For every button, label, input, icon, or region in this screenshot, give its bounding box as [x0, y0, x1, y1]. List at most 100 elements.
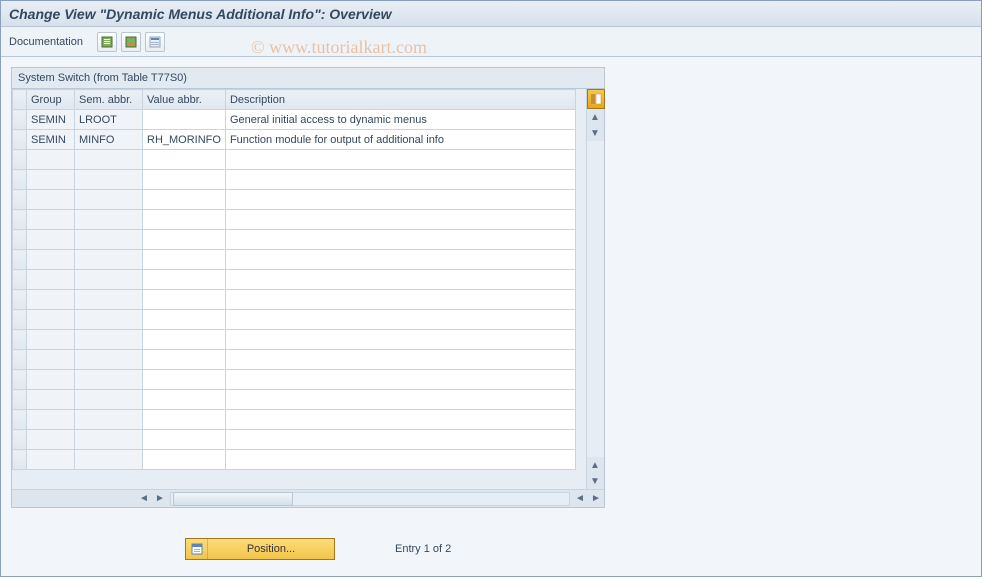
cell-group[interactable]: [27, 390, 75, 410]
vscroll-track[interactable]: [587, 141, 604, 457]
hscroll-right-icon[interactable]: ►: [152, 491, 168, 507]
cell-sem-abbr[interactable]: [75, 270, 143, 290]
row-selector[interactable]: [13, 270, 27, 290]
cell-group[interactable]: [27, 350, 75, 370]
table-row[interactable]: [13, 290, 576, 310]
cell-sem-abbr[interactable]: [75, 370, 143, 390]
cell-group[interactable]: [27, 310, 75, 330]
cell-sem-abbr[interactable]: [75, 170, 143, 190]
hscroll-left-icon[interactable]: ◄: [136, 491, 152, 507]
row-selector[interactable]: [13, 410, 27, 430]
table-row[interactable]: [13, 450, 576, 470]
cell-sem-abbr[interactable]: [75, 390, 143, 410]
toolbar-icon-1[interactable]: [97, 32, 117, 52]
col-sem-abbr[interactable]: Sem. abbr.: [75, 90, 143, 110]
cell-description[interactable]: [225, 350, 575, 370]
row-selector[interactable]: [13, 130, 27, 150]
row-selector[interactable]: [13, 450, 27, 470]
cell-group[interactable]: [27, 150, 75, 170]
cell-value-abbr[interactable]: [143, 310, 226, 330]
cell-group[interactable]: SEMIN: [27, 110, 75, 130]
table-row[interactable]: [13, 430, 576, 450]
table-row[interactable]: [13, 170, 576, 190]
cell-value-abbr[interactable]: [143, 230, 226, 250]
cell-value-abbr[interactable]: [143, 270, 226, 290]
horizontal-scrollbar[interactable]: ◄ ► ◄ ►: [12, 489, 604, 507]
cell-group[interactable]: [27, 410, 75, 430]
cell-description[interactable]: [225, 210, 575, 230]
cell-sem-abbr[interactable]: [75, 330, 143, 350]
cell-sem-abbr[interactable]: [75, 290, 143, 310]
cell-description[interactable]: [225, 250, 575, 270]
table-row[interactable]: [13, 270, 576, 290]
vertical-scrollbar[interactable]: ▲ ▼ ▲ ▼: [586, 89, 604, 489]
position-button[interactable]: Position...: [185, 538, 335, 560]
toolbar-icon-3[interactable]: [145, 32, 165, 52]
cell-group[interactable]: [27, 210, 75, 230]
table-row[interactable]: SEMINMINFORH_MORINFOFunction module for …: [13, 130, 576, 150]
cell-group[interactable]: [27, 170, 75, 190]
cell-sem-abbr[interactable]: [75, 190, 143, 210]
cell-sem-abbr[interactable]: [75, 150, 143, 170]
table-row[interactable]: [13, 370, 576, 390]
cell-description[interactable]: [225, 390, 575, 410]
cell-sem-abbr[interactable]: LROOT: [75, 110, 143, 130]
cell-group[interactable]: [27, 270, 75, 290]
scroll-up2-icon[interactable]: ▲: [587, 457, 603, 473]
toolbar-icon-2[interactable]: [121, 32, 141, 52]
cell-description[interactable]: General initial access to dynamic menus: [225, 110, 575, 130]
cell-group[interactable]: [27, 230, 75, 250]
cell-description[interactable]: [225, 230, 575, 250]
table-row[interactable]: [13, 210, 576, 230]
row-selector[interactable]: [13, 330, 27, 350]
cell-sem-abbr[interactable]: [75, 350, 143, 370]
row-selector[interactable]: [13, 370, 27, 390]
cell-description[interactable]: [225, 190, 575, 210]
cell-sem-abbr[interactable]: [75, 450, 143, 470]
cell-description[interactable]: [225, 150, 575, 170]
hscroll-left2-icon[interactable]: ◄: [572, 491, 588, 507]
col-description[interactable]: Description: [225, 90, 575, 110]
cell-description[interactable]: [225, 310, 575, 330]
cell-description[interactable]: [225, 330, 575, 350]
cell-sem-abbr[interactable]: [75, 410, 143, 430]
cell-value-abbr[interactable]: [143, 110, 226, 130]
scroll-down2-icon[interactable]: ▼: [587, 473, 603, 489]
row-selector[interactable]: [13, 230, 27, 250]
cell-value-abbr[interactable]: [143, 450, 226, 470]
cell-group[interactable]: [27, 290, 75, 310]
cell-group[interactable]: [27, 450, 75, 470]
cell-group[interactable]: [27, 370, 75, 390]
cell-group[interactable]: [27, 430, 75, 450]
table-row[interactable]: [13, 390, 576, 410]
cell-sem-abbr[interactable]: [75, 230, 143, 250]
table-row[interactable]: [13, 330, 576, 350]
table-row[interactable]: [13, 190, 576, 210]
row-selector[interactable]: [13, 430, 27, 450]
table-row[interactable]: [13, 250, 576, 270]
cell-sem-abbr[interactable]: [75, 310, 143, 330]
table-row[interactable]: SEMINLROOT General initial access to dyna…: [13, 110, 576, 130]
cell-value-abbr[interactable]: [143, 410, 226, 430]
row-selector[interactable]: [13, 390, 27, 410]
cell-value-abbr[interactable]: [143, 290, 226, 310]
cell-value-abbr[interactable]: [143, 350, 226, 370]
row-selector[interactable]: [13, 110, 27, 130]
hscroll-track[interactable]: [170, 492, 570, 506]
cell-sem-abbr[interactable]: [75, 210, 143, 230]
cell-description[interactable]: [225, 290, 575, 310]
cell-value-abbr[interactable]: [143, 150, 226, 170]
table-row[interactable]: [13, 230, 576, 250]
cell-group[interactable]: [27, 330, 75, 350]
row-selector[interactable]: [13, 310, 27, 330]
cell-sem-abbr[interactable]: MINFO: [75, 130, 143, 150]
row-selector[interactable]: [13, 170, 27, 190]
cell-description[interactable]: [225, 170, 575, 190]
row-selector[interactable]: [13, 150, 27, 170]
cell-value-abbr[interactable]: [143, 330, 226, 350]
cell-description[interactable]: [225, 450, 575, 470]
table-row[interactable]: [13, 410, 576, 430]
cell-sem-abbr[interactable]: [75, 250, 143, 270]
col-group[interactable]: Group: [27, 90, 75, 110]
cell-group[interactable]: [27, 250, 75, 270]
